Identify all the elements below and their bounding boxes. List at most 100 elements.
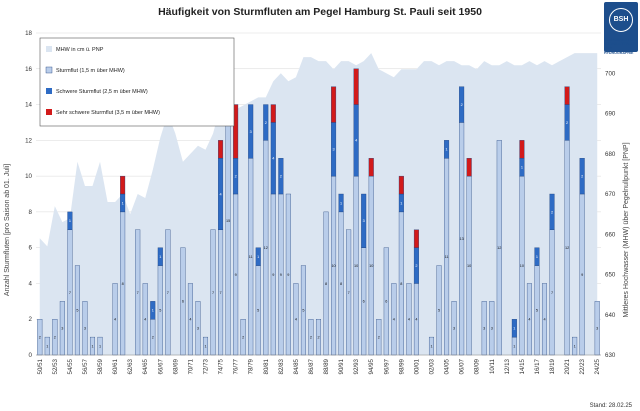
- bar-value-label: 13: [460, 237, 464, 241]
- x-tick-label: 78/79: [248, 358, 255, 374]
- bar-value-label: 12: [565, 246, 569, 250]
- bar-value-label: 1: [99, 344, 101, 348]
- bar-value-label: 9: [581, 273, 583, 277]
- legend-swatch-sturmflut: [45, 66, 53, 74]
- x-tick-label: 10/11: [489, 358, 496, 374]
- bar-value-label: 15: [226, 219, 230, 223]
- bar-value-label: 1: [574, 344, 576, 348]
- bar-value-label: 9: [235, 273, 237, 277]
- bar-schwere-sturmflut: [263, 104, 269, 141]
- bar-sehr-schwere-sturmflut: [564, 86, 570, 105]
- bar-value-label: 2: [280, 175, 282, 179]
- x-tick-label: 00/01: [413, 358, 420, 374]
- bar-value-label: 8: [340, 282, 342, 286]
- stand-date: Stand: 28.02.25: [589, 403, 632, 409]
- bar-value-label: 1: [69, 219, 71, 223]
- bar-sehr-schwere-sturmflut: [398, 175, 404, 195]
- y2-tick-label: 700: [605, 70, 616, 77]
- bar-value-label: 10: [354, 264, 358, 268]
- y-tick-label: 4: [29, 280, 33, 287]
- bar-value-label: 1: [536, 255, 538, 259]
- bar-value-label: 5: [257, 309, 259, 313]
- legend-label-sturmflut: Sturmflut (1,5 m über MHW): [56, 68, 125, 74]
- x-tick-label: 80/81: [263, 358, 270, 374]
- bar-schwere-sturmflut: [511, 319, 517, 338]
- bar-value-label: 10: [520, 264, 524, 268]
- bar-value-label: 7: [167, 291, 169, 295]
- bar-value-label: 2: [39, 336, 41, 340]
- x-tick-label: 12/13: [504, 358, 511, 374]
- bar-sehr-schwere-sturmflut: [218, 140, 224, 159]
- bar-schwere-sturmflut: [459, 86, 465, 123]
- bar-value-label: 2: [378, 336, 380, 340]
- bar-schwere-sturmflut: [534, 247, 540, 266]
- x-tick-label: 18/19: [549, 358, 556, 374]
- x-tick-label: 88/89: [323, 358, 330, 374]
- x-tick-label: 04/05: [444, 358, 451, 374]
- y-tick-label: 16: [25, 66, 32, 73]
- x-tick-label: 92/93: [353, 358, 360, 374]
- bar-value-label: 3: [363, 219, 365, 223]
- x-tick-label: 08/09: [474, 358, 481, 374]
- bar-value-label: 2: [317, 336, 319, 340]
- bar-value-label: 4: [393, 318, 395, 322]
- bar-sehr-schwere-sturmflut: [270, 104, 276, 123]
- bar-value-label: 4: [144, 318, 146, 322]
- y2-axis-label: Mittleres Hochwasser (MHW) über Pegelnul…: [623, 142, 630, 317]
- bar-value-label: 3: [250, 130, 252, 134]
- y-axis-label: Anzahl Sturmfluten [pro Saison ab 01. Ju…: [4, 164, 11, 296]
- bar-sehr-schwere-sturmflut: [519, 140, 525, 159]
- bar-value-label: 1: [513, 327, 515, 331]
- y2-tick-label: 650: [605, 272, 616, 279]
- bar-value-label: 12: [264, 246, 268, 250]
- bar-value-label: 1: [521, 166, 523, 170]
- bar-value-label: 1: [204, 344, 206, 348]
- bar-value-label: 2: [235, 175, 237, 179]
- x-tick-label: 64/65: [142, 358, 149, 374]
- bar-schwere-sturmflut: [549, 193, 555, 230]
- bar-value-label: 7: [220, 291, 222, 295]
- y-tick-label: 18: [25, 30, 32, 37]
- x-tick-label: 56/57: [82, 358, 89, 374]
- x-tick-label: 62/63: [127, 358, 134, 374]
- bar-value-label: 4: [528, 318, 530, 322]
- x-tick-label: 74/75: [218, 358, 225, 374]
- bar-value-label: 2: [461, 103, 463, 107]
- bar-value-label: 1: [152, 309, 154, 313]
- bsh-logo: BSH: [604, 2, 638, 52]
- x-tick-label: 70/71: [187, 358, 194, 374]
- bar-schwere-sturmflut: [67, 211, 73, 230]
- bar-value-label: 1: [91, 344, 93, 348]
- x-tick-label: 14/15: [519, 358, 526, 374]
- x-tick-label: 06/07: [459, 358, 466, 374]
- x-tick-label: 84/85: [293, 358, 300, 374]
- bar-sehr-schwere-sturmflut: [413, 229, 419, 248]
- bsh-logo-icon: BSH: [609, 8, 633, 32]
- bar-value-label: 4: [295, 318, 297, 322]
- bar-value-label: 8: [122, 282, 124, 286]
- x-tick-label: 54/55: [67, 358, 74, 374]
- bar-value-label: 1: [159, 255, 161, 259]
- bar-value-label: 4: [543, 318, 545, 322]
- bar-value-label: 4: [189, 318, 191, 322]
- bar-value-label: 3: [197, 327, 199, 331]
- legend-label-mhw: MHW in cm ü. PNP: [56, 47, 104, 53]
- bar-schwere-sturmflut: [248, 104, 254, 159]
- bar-value-label: 5: [159, 309, 161, 313]
- x-tick-label: 90/91: [338, 358, 345, 374]
- legend-swatch-schwere-sturmflut: [46, 88, 52, 94]
- x-tick-label: 16/17: [534, 358, 541, 374]
- x-tick-label: 94/95: [368, 358, 375, 374]
- x-tick-label: 22/23: [579, 358, 586, 374]
- bar-value-label: 1: [257, 255, 259, 259]
- x-tick-label: 96/97: [383, 358, 390, 374]
- bar-value-label: 7: [551, 291, 553, 295]
- bar-schwere-sturmflut: [338, 193, 344, 213]
- bar-value-label: 9: [280, 273, 282, 277]
- bar-value-label: 8: [325, 282, 327, 286]
- bar-value-label: 5: [536, 309, 538, 313]
- bar-value-label: 5: [76, 309, 78, 313]
- bar-value-label: 5: [302, 309, 304, 313]
